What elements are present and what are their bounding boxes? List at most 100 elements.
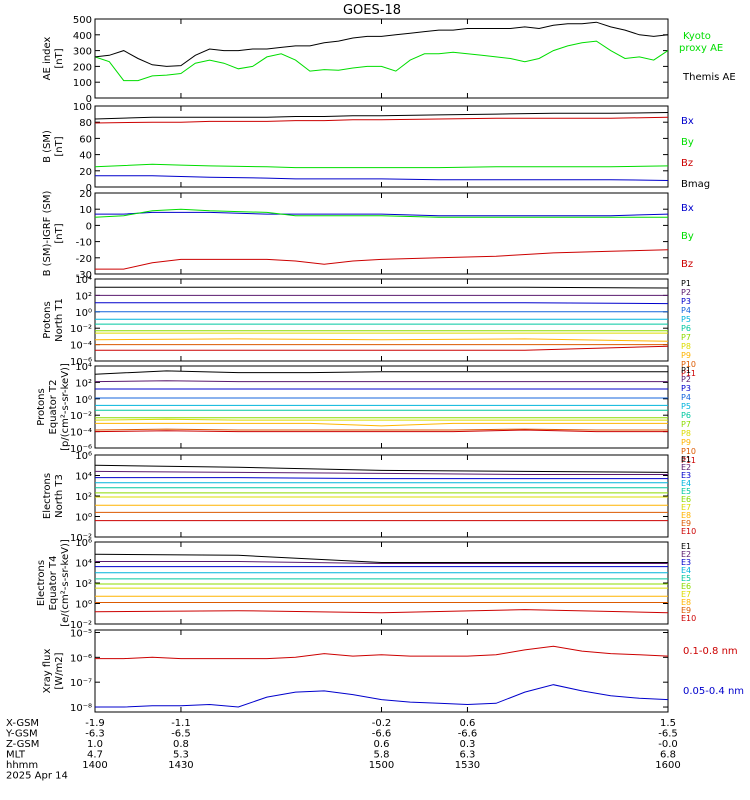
legend-label: E9 (681, 519, 691, 528)
y-tick-label: 10⁻⁶ (70, 444, 92, 455)
series-line (94, 370, 668, 375)
legend-label: By (681, 137, 694, 148)
x-row-value: -6.6 (372, 729, 392, 740)
series-line (94, 208, 668, 218)
series-line (95, 645, 669, 660)
y-tick-label: 500 (73, 15, 92, 26)
legend-label: By (681, 231, 694, 242)
legend-label: P5 (681, 402, 691, 411)
legend-label: 0.1-0.8 nm (683, 646, 738, 657)
x-row-value: -6.5 (658, 729, 678, 740)
y-tick-label: 10⁴ (75, 472, 92, 483)
series-line (95, 211, 669, 217)
y-tick-label: 60 (79, 134, 92, 145)
series-line (94, 429, 668, 433)
x-axis-table: X-GSM -1.9 -1.1 -0.2 0.6 1.5 Y-GSM -6.3 -6.5 -6.6… (5, 718, 681, 782)
legend-label: E9 (681, 606, 691, 615)
x-row-value: 0.6 (459, 718, 475, 729)
legend-label: P11 (681, 369, 696, 378)
legend-label: P2 (681, 375, 691, 384)
legend-label: P10 (681, 360, 696, 369)
x-row-value: -6.3 (85, 729, 105, 740)
legend-label: Bz (681, 158, 693, 169)
y-tick-label: 10⁻⁶ (70, 653, 92, 664)
x-row-value: -0.0 (658, 739, 678, 750)
x-row-value: -6.5 (171, 729, 191, 740)
series-line (95, 684, 669, 708)
y-axis-label: Xray flux (42, 649, 53, 694)
series-line (94, 112, 669, 120)
y-tick-label: 40 (79, 151, 92, 162)
x-row-value: 6.8 (660, 750, 676, 761)
y-tick-label: 10² (75, 378, 92, 389)
y-tick-label: 200 (73, 62, 92, 73)
legend-label: proxy AE (679, 43, 723, 54)
legend-label: E5 (681, 487, 691, 496)
y-tick-label: 400 (73, 31, 92, 42)
y-axis-label: Electrons (36, 560, 47, 606)
legend-label: E7 (681, 590, 691, 599)
legend-label: P6 (681, 324, 691, 333)
legend-label: Themis AE (682, 72, 736, 83)
legend-label: P9 (681, 438, 691, 447)
x-row-value: -1.1 (171, 718, 191, 729)
x-row-label: X-GSM (6, 718, 39, 729)
y-axis-label: B (SM)-IGRF (SM) (42, 191, 53, 277)
x-row-value: -1.9 (85, 718, 105, 729)
x-row-value: 5.3 (173, 750, 189, 761)
legend-label: E5 (681, 574, 691, 583)
series-line (94, 380, 668, 383)
y-tick-label: 80 (79, 118, 92, 129)
x-row-value: 4.7 (87, 750, 103, 761)
y-axis-label: [p/(cm²-s-sr-keV)] (60, 363, 71, 451)
y-tick-label: 0 (86, 183, 92, 194)
y-tick-label: 10² (75, 492, 92, 503)
x-row-value: -0.2 (372, 718, 392, 729)
y-axis-label: [nT] (54, 136, 65, 156)
legend-label: E4 (681, 479, 691, 488)
x-row-value: 0.8 (173, 739, 189, 750)
panel-frame (94, 541, 669, 625)
legend-label: P10 (681, 447, 696, 456)
series-line (95, 422, 668, 427)
legend-label: P2 (681, 288, 691, 297)
legend-label: P9 (681, 351, 691, 360)
x-row-label: Y-GSM (5, 729, 38, 740)
series-line (94, 428, 668, 431)
legend-label: E8 (681, 511, 691, 520)
y-tick-label: -30 (76, 270, 92, 281)
legend-label: Kyoto (683, 31, 711, 42)
chart-title: GOES-18 (343, 3, 401, 18)
y-tick-label: 10⁻⁴ (70, 341, 92, 352)
series-line (95, 286, 669, 289)
series-line (94, 40, 669, 82)
x-row-value: 1600 (655, 760, 680, 771)
series-line (95, 175, 669, 181)
x-row-value: 1400 (82, 760, 107, 771)
y-tick-label: -10 (76, 238, 92, 249)
y-tick-label: 10⁴ (75, 362, 92, 373)
series-line (94, 338, 669, 342)
panel-frame (94, 454, 669, 538)
legend-label: E10 (681, 527, 696, 536)
legend-label: P8 (681, 342, 691, 351)
y-tick-label: 10 (79, 205, 92, 216)
date-label: 2025 Apr 14 (6, 771, 68, 782)
series-line (94, 21, 669, 67)
y-tick-label: 0 (86, 221, 92, 232)
series-line (95, 345, 669, 351)
y-axis-label: [nT] (54, 223, 65, 243)
y-axis-label: North T1 (54, 298, 65, 342)
x-row-value: 0.3 (459, 739, 475, 750)
legend-label: E7 (681, 503, 691, 512)
x-row-label: Z-GSM (6, 739, 39, 750)
y-tick-label: 300 (73, 47, 92, 58)
y-tick-label: 10² (75, 579, 92, 590)
legend-label: P7 (681, 420, 691, 429)
y-tick-label: 10⁻⁵ (70, 628, 92, 639)
panel-5: 10⁻⁶ 10⁻⁴ 10⁻² 10⁰ 10² 10⁴ Protons Equator T2 [p… (36, 362, 696, 465)
y-axis-label: Equator T4 (48, 556, 59, 611)
